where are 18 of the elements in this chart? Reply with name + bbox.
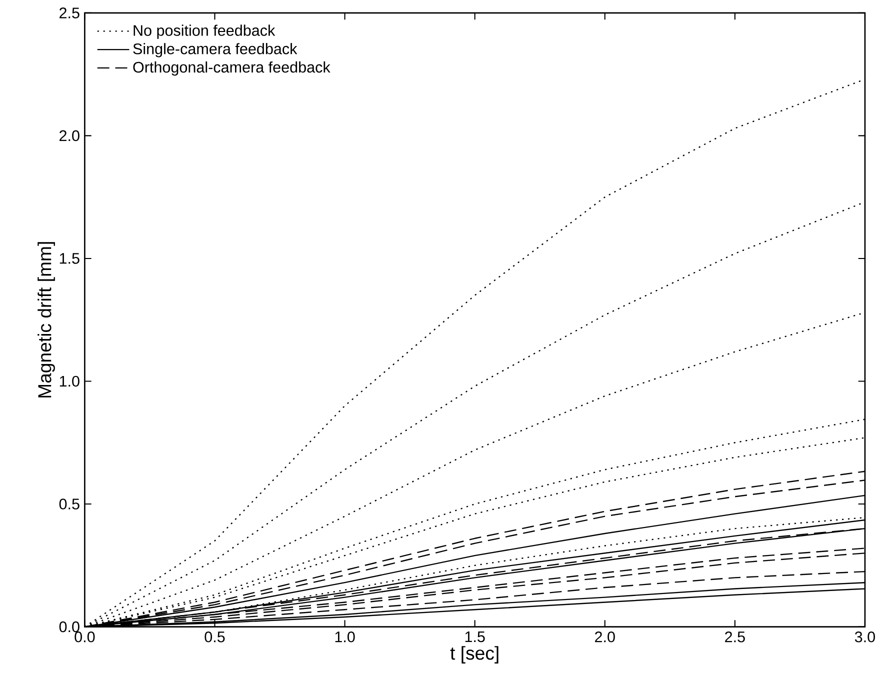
x-tick-label: 0.5 [204,632,225,642]
y-axis-title: Magnetic drift [mm] [38,242,55,398]
y-tick-label: 2.0 [60,130,80,142]
x-tick-label: 2.0 [595,632,615,642]
y-tick-label: 0.5 [59,498,80,510]
legend-label: Single-camera feedback [133,43,298,58]
x-tick-label: 2.5 [725,632,745,642]
x-axis-title: t [sec] [450,646,498,664]
x-tick-label: 1.0 [335,632,355,642]
y-tick-label: 1.0 [60,376,80,387]
x-tick-label: 0.0 [74,632,95,642]
x-tick-label: 1.5 [465,632,485,642]
legend-label: No position feedback [134,24,276,40]
y-tick-label: 0.0 [59,622,80,632]
legend-label: Orthogonal-camera feedback [133,62,330,76]
y-tick-label: 2.5 [60,8,80,19]
y-tick-label: 1.5 [60,253,80,264]
x-tick-label: 3.0 [854,632,875,642]
